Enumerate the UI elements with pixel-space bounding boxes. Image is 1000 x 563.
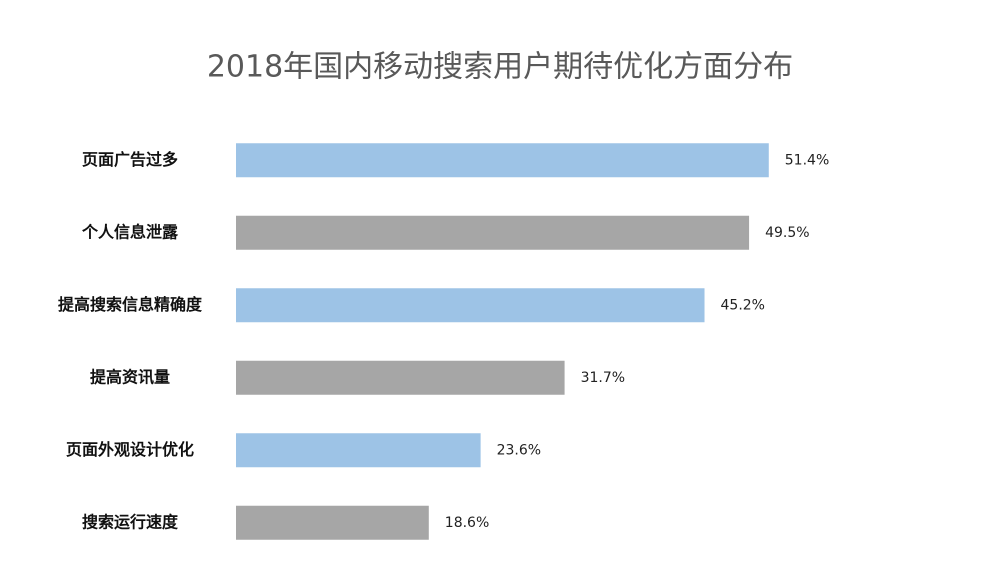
category-label: 提高搜索信息精确度 xyxy=(58,295,203,314)
category-label: 页面外观设计优化 xyxy=(66,440,194,459)
value-label: 31.7% xyxy=(581,370,625,386)
category-label: 页面广告过多 xyxy=(82,150,178,169)
value-label: 49.5% xyxy=(765,225,809,241)
bar xyxy=(236,360,565,395)
category-label: 提高资讯量 xyxy=(90,367,170,386)
bar xyxy=(236,288,705,323)
bar xyxy=(236,433,481,468)
value-label: 18.6% xyxy=(445,515,489,531)
chart-title: 2018年国内移动搜索用户期待优化方面分布 xyxy=(207,50,793,85)
category-label: 个人信息泄露 xyxy=(81,222,179,241)
value-label: 23.6% xyxy=(497,442,541,458)
bar xyxy=(236,143,769,178)
value-label: 51.4% xyxy=(785,152,829,168)
bar xyxy=(236,505,429,540)
category-label: 搜索运行速度 xyxy=(82,512,179,531)
bar xyxy=(236,215,750,250)
value-label: 45.2% xyxy=(721,297,765,313)
